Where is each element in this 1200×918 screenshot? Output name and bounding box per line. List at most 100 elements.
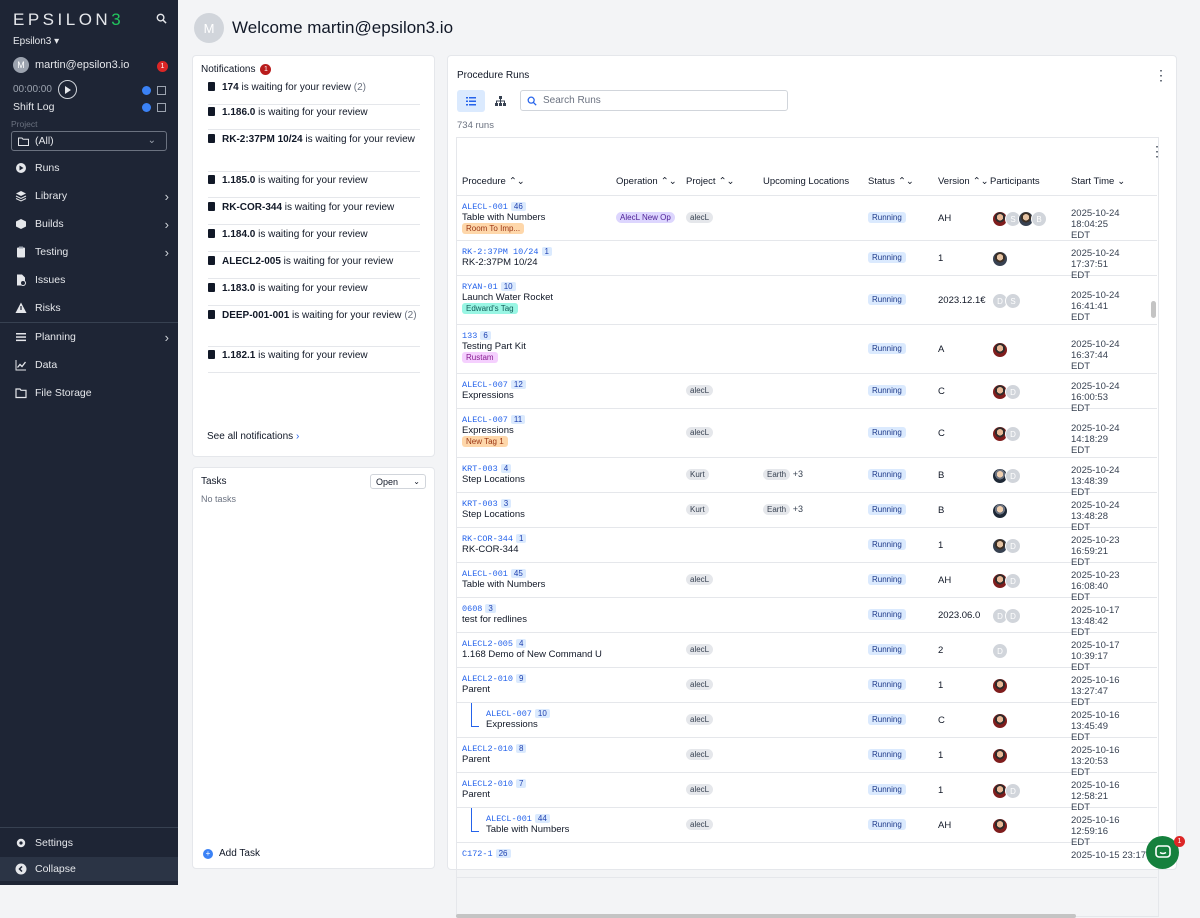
column-header-project[interactable]: Project ⌃⌄ <box>686 176 735 187</box>
collapse-button[interactable]: Collapse <box>0 857 178 881</box>
avatar <box>992 748 1008 764</box>
procedure-cell[interactable]: ALECL2-010 8 Parent <box>462 743 527 765</box>
tasks-filter-select[interactable]: Open ⌄ <box>370 474 426 489</box>
table-row[interactable]: ALECL2-005 4 1.168 Demo of New Command U al… <box>457 633 1157 673</box>
play-button[interactable] <box>58 80 77 99</box>
tree-view-button[interactable] <box>486 90 514 112</box>
procedure-cell[interactable]: C172-1 26 <box>462 848 511 859</box>
procedure-cell[interactable]: ALECL-001 44 Table with Numbers <box>486 813 569 835</box>
table-row[interactable]: ALECL-007 12 Expressions alecL Running C D 2025… <box>457 374 1157 414</box>
sidebar-item-runs[interactable]: Runs <box>0 154 178 182</box>
table-row[interactable]: KRT-003 3 Step Locations Kurt Earth +3 Runnin… <box>457 493 1157 533</box>
column-header-version[interactable]: Version ⌃⌄ <box>938 176 989 187</box>
table-row[interactable]: ALECL2-010 9 Parent alecL Running 1 2025-10-16… <box>457 668 1157 708</box>
version-cell: 2023.12.1€ <box>938 295 986 306</box>
notification-item[interactable]: 1.183.0 is waiting for your review <box>208 282 420 306</box>
notification-item[interactable]: 1.184.0 is waiting for your review <box>208 228 420 252</box>
add-task-button[interactable]: + Add Task <box>203 848 260 859</box>
procedure-cell[interactable]: ALECL-007 11 Expressions New Tag 1 <box>462 414 526 447</box>
table-row[interactable]: ALECL-001 44 Table with Numbers alecL Runnin… <box>457 808 1157 848</box>
book-icon[interactable] <box>157 103 166 112</box>
search-icon[interactable] <box>156 13 167 27</box>
chat-button[interactable] <box>1146 836 1179 869</box>
add-icon[interactable] <box>142 86 151 95</box>
table-row[interactable]: ALECL-001 45 Table with Numbers alecL Runnin… <box>457 563 1157 603</box>
clipboard-icon <box>208 202 215 211</box>
procedure-cell[interactable]: ALECL-007 12 Expressions <box>462 379 526 401</box>
start-time: 2025-10-24 16:41:41 EDT <box>1071 290 1120 323</box>
runs-title: Procedure Runs <box>457 70 530 81</box>
sidebar-item-data[interactable]: Data <box>0 351 178 379</box>
sidebar-item-risks[interactable]: Risks <box>0 294 178 322</box>
table-row[interactable]: ALECL-007 11 Expressions New Tag 1 alecL Runn… <box>457 409 1157 458</box>
user-menu[interactable]: M martin@epsilon3.io <box>13 57 129 73</box>
sidebar-item-planning[interactable]: Planning › <box>0 323 178 351</box>
table-row[interactable]: RYAN-01 10 Launch Water Rocket Edward's Tag… <box>457 276 1157 325</box>
run-number-badge: 12 <box>510 380 526 389</box>
notification-item[interactable]: RK-COR-344 is waiting for your review <box>208 201 420 225</box>
see-all-notifications-link[interactable]: See all notifications › <box>207 431 300 442</box>
table-row[interactable]: ALECL2-010 7 Parent alecL Running 1 D 2025-10-1… <box>457 773 1157 813</box>
run-number-badge: 3 <box>500 499 512 508</box>
horizontal-scrollbar[interactable] <box>456 914 1076 918</box>
column-header-status[interactable]: Status ⌃⌄ <box>868 176 914 187</box>
version-cell: 1 <box>938 680 944 691</box>
column-header-procedure[interactable]: Procedure ⌃⌄ <box>462 176 525 187</box>
sidebar-item-file-storage[interactable]: File Storage <box>0 379 178 407</box>
table-row[interactable]: RK-COR-344 1 RK-COR-344 Running 1 D 2025-10-23… <box>457 528 1157 568</box>
notification-item[interactable]: ALECL2-005 is waiting for your review <box>208 255 420 279</box>
procedure-cell[interactable]: 133 6 Testing Part Kit Rustam <box>462 330 526 363</box>
notification-item[interactable]: DEEP-001-001 is waiting for your review … <box>208 309 420 347</box>
search-runs-input[interactable]: Search Runs <box>520 90 788 111</box>
notification-item[interactable]: 1.186.0 is waiting for your review <box>208 106 420 130</box>
table-row[interactable]: RK-2:37PM 10/24 1 RK-2:37PM 10/24 Running 1 2… <box>457 241 1157 281</box>
shift-log[interactable]: Shift Log <box>13 101 55 113</box>
notification-item[interactable]: 174 is waiting for your review (2) <box>208 81 420 105</box>
notification-badge: 1 <box>157 61 168 72</box>
notification-item[interactable]: 1.182.1 is waiting for your review <box>208 349 420 373</box>
add-icon[interactable] <box>142 103 151 112</box>
user-email: martin@epsilon3.io <box>35 59 130 71</box>
hierarchy-icon <box>494 96 506 106</box>
table-row[interactable]: 133 6 Testing Part Kit Rustam Running A 2025-1… <box>457 325 1157 374</box>
procedure-cell[interactable]: ALECL-001 46 Table with Numbers Room To Imp… <box>462 201 545 234</box>
procedure-cell[interactable]: KRT-003 4 Step Locations <box>462 463 525 485</box>
sidebar-item-testing[interactable]: Testing › <box>0 238 178 266</box>
table-row[interactable]: ALECL-001 46 Table with Numbers Room To Imp… <box>457 196 1157 241</box>
table-row[interactable]: KRT-003 4 Step Locations Kurt Earth +3 Runnin… <box>457 458 1157 498</box>
notification-item[interactable]: RK-2:37PM 10/24 is waiting for your revi… <box>208 133 420 172</box>
procedure-cell[interactable]: RK-COR-344 1 RK-COR-344 <box>462 533 527 555</box>
sidebar-item-builds[interactable]: Builds › <box>0 210 178 238</box>
procedure-cell[interactable]: RYAN-01 10 Launch Water Rocket Edward's Tag <box>462 281 553 314</box>
start-time: 2025-10-16 12:58:21 EDT <box>1071 780 1120 813</box>
sidebar-item-library[interactable]: Library › <box>0 182 178 210</box>
list-view-button[interactable] <box>457 90 485 112</box>
grid-icon[interactable] <box>157 86 166 95</box>
notification-item[interactable]: 1.185.0 is waiting for your review <box>208 174 420 198</box>
procedure-cell[interactable]: ALECL2-010 7 Parent <box>462 778 527 800</box>
table-row[interactable]: 0608 3 test for redlines Running 2023.06.0 D D… <box>457 598 1157 638</box>
procedure-cell[interactable]: 0608 3 test for redlines <box>462 603 527 625</box>
procedure-cell[interactable]: ALECL-007 10 Expressions <box>486 708 550 730</box>
project-select[interactable]: (All) ⌄ <box>11 131 167 151</box>
procedure-cell[interactable]: ALECL2-005 4 1.168 Demo of New Command U <box>462 638 602 660</box>
tag-badge: New Tag 1 <box>462 436 508 447</box>
procedure-cell[interactable]: ALECL2-010 9 Parent <box>462 673 527 695</box>
vertical-scrollbar[interactable] <box>1151 301 1156 318</box>
procedure-cell[interactable]: KRT-003 3 Step Locations <box>462 498 525 520</box>
participants: D <box>992 783 1021 799</box>
column-header-operation[interactable]: Operation ⌃⌄ <box>616 176 677 187</box>
table-row[interactable]: ALECL-007 10 Expressions alecL Running C 2025-… <box>457 703 1157 743</box>
procedure-cell[interactable]: RK-2:37PM 10/24 1 RK-2:37PM 10/24 <box>462 246 552 268</box>
column-header-start-time[interactable]: Start Time ⌄ <box>1071 176 1126 187</box>
sidebar-item-issues[interactable]: Issues <box>0 266 178 294</box>
procedure-cell[interactable]: ALECL-001 45 Table with Numbers <box>462 568 545 590</box>
table-row[interactable]: C172-1 26 2025-10-15 23:17 <box>457 843 1157 878</box>
more-options-icon[interactable]: ⋮ <box>1150 144 1158 158</box>
org-switcher[interactable]: Epsilon3 ▾ <box>13 36 60 47</box>
procedure-id: C172-1 <box>462 849 493 859</box>
more-options-icon[interactable]: ⋮ <box>1154 67 1168 83</box>
table-row[interactable]: ALECL2-010 8 Parent alecL Running 1 2025-10-16… <box>457 738 1157 778</box>
sidebar-item-settings[interactable]: Settings <box>0 829 178 857</box>
app-logo[interactable]: EPSILON3 <box>13 10 125 29</box>
